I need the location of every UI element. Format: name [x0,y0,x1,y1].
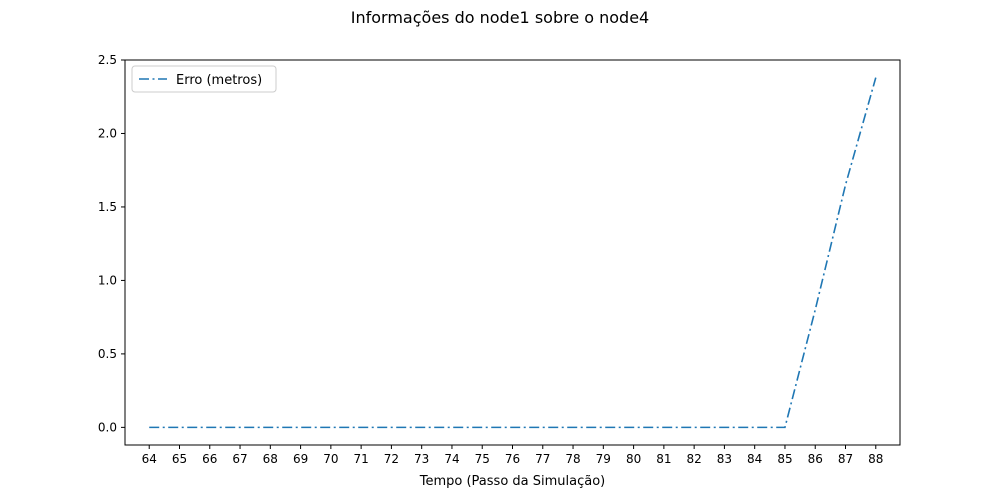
x-tick-label: 81 [656,452,671,466]
x-tick-label: 74 [444,452,459,466]
chart-title: Informações do node1 sobre o node4 [351,8,649,27]
x-tick-label: 84 [747,452,762,466]
x-tick-label: 73 [414,452,429,466]
y-tick-label: 0.5 [98,347,117,361]
x-axis-label: Tempo (Passo da Simulação) [419,474,606,489]
x-tick-label: 79 [596,452,611,466]
legend: Erro (metros) [131,65,277,93]
y-tick-label: 2.5 [98,53,117,67]
x-tick-label: 66 [202,452,217,466]
x-tick-label: 71 [353,452,368,466]
x-tick-label: 78 [565,452,580,466]
x-tick-label: 75 [475,452,490,466]
x-axis: 64 65 66 67 68 69 70 71 72 73 74 75 76 77 78 79 80 81 82 83… [142,445,883,466]
y-tick-label: 2.0 [98,126,117,140]
x-tick-label: 67 [232,452,247,466]
legend-box [131,65,277,93]
legend-label: Erro (metros) [176,73,262,88]
x-tick-label: 68 [263,452,278,466]
series-line-0 [149,77,877,429]
y-tick-label: 0.0 [98,420,117,434]
y-tick-label: 1.0 [98,273,117,287]
x-tick-label: 83 [717,452,732,466]
y-axis: 0.0 0.5 1.0 1.5 2.0 2.5 [98,53,125,434]
plot-area [124,59,901,446]
x-tick-label: 88 [868,452,883,466]
x-tick-label: 65 [172,452,187,466]
x-tick-label: 76 [505,452,520,466]
x-tick-label: 87 [838,452,853,466]
x-tick-label: 64 [142,452,157,466]
y-tick-label: 1.5 [98,200,117,214]
x-tick-label: 80 [626,452,641,466]
x-tick-label: 77 [535,452,550,466]
x-tick-label: 85 [777,452,792,466]
x-tick-label: 72 [384,452,399,466]
x-tick-label: 69 [293,452,308,466]
series-layer [149,77,877,429]
x-tick-label: 70 [323,452,338,466]
x-tick-label: 82 [687,452,702,466]
x-tick-label: 86 [808,452,823,466]
